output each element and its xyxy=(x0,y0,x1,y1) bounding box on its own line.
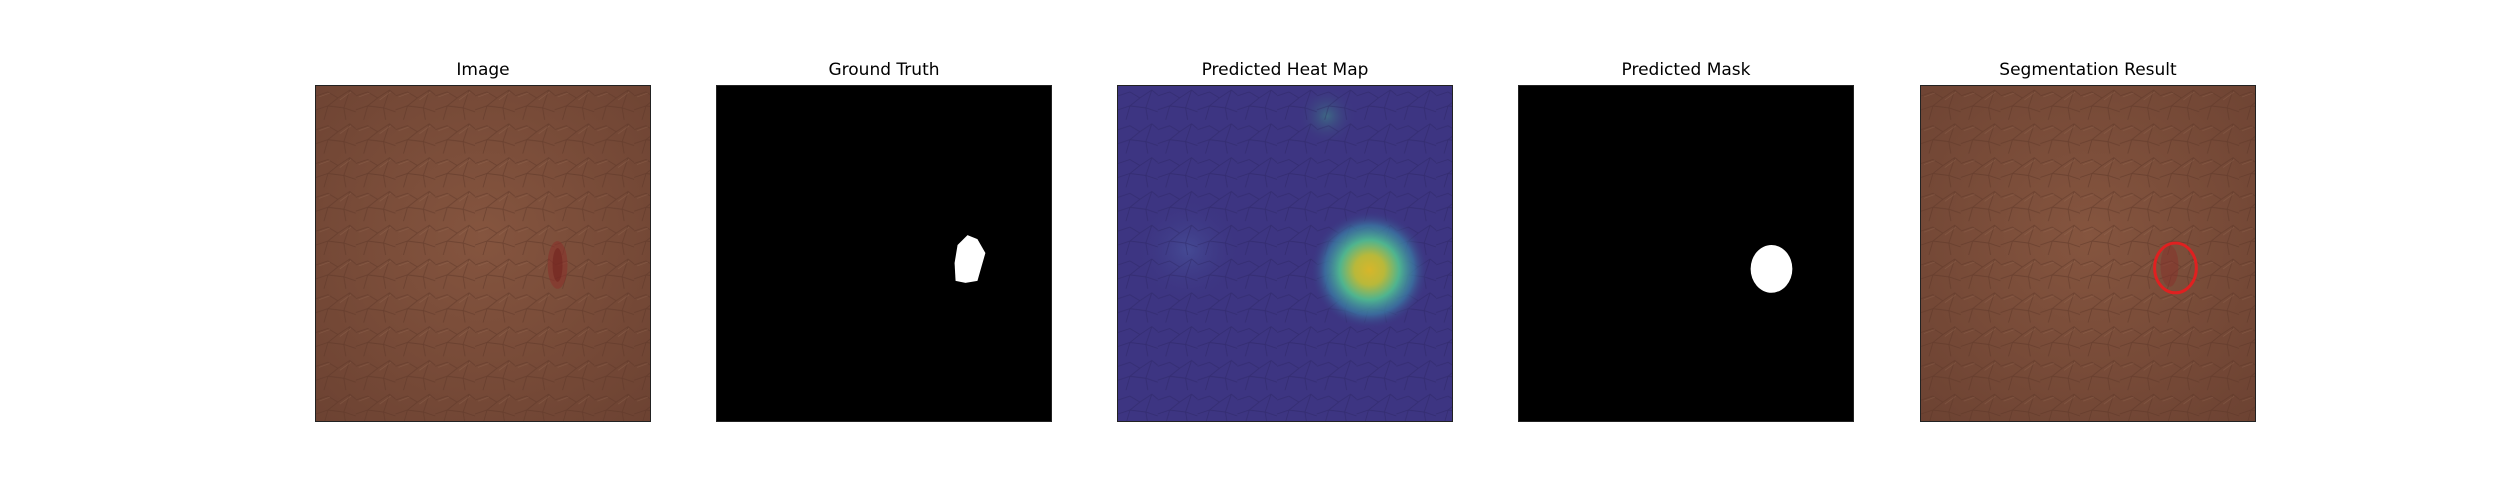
segmentation-outline xyxy=(2153,241,2198,295)
predicted-mask xyxy=(1519,86,1853,421)
panel-title-ground-truth: Ground Truth xyxy=(828,60,940,80)
heat-map-panel xyxy=(1117,85,1453,422)
panel-title-image: Image xyxy=(456,60,510,80)
ground-truth-mask xyxy=(717,86,1051,421)
leather-image xyxy=(316,86,650,421)
segmentation-result-image xyxy=(1921,86,2255,421)
heat-hotspot xyxy=(1309,210,1430,330)
ground-truth-panel xyxy=(716,85,1052,422)
panel-title-segmentation-result: Segmentation Result xyxy=(1999,60,2177,80)
panel-title-heat-map: Predicted Heat Map xyxy=(1201,60,1369,80)
panel-title-predicted-mask: Predicted Mask xyxy=(1621,60,1751,80)
image-panel xyxy=(315,85,651,422)
segmentation-result-panel xyxy=(1920,85,2256,422)
predicted-mask-panel xyxy=(1518,85,1854,422)
predicted-heat-map xyxy=(1118,86,1452,421)
predicted-mask-region xyxy=(1750,245,1793,293)
ground-truth-region xyxy=(954,235,986,283)
